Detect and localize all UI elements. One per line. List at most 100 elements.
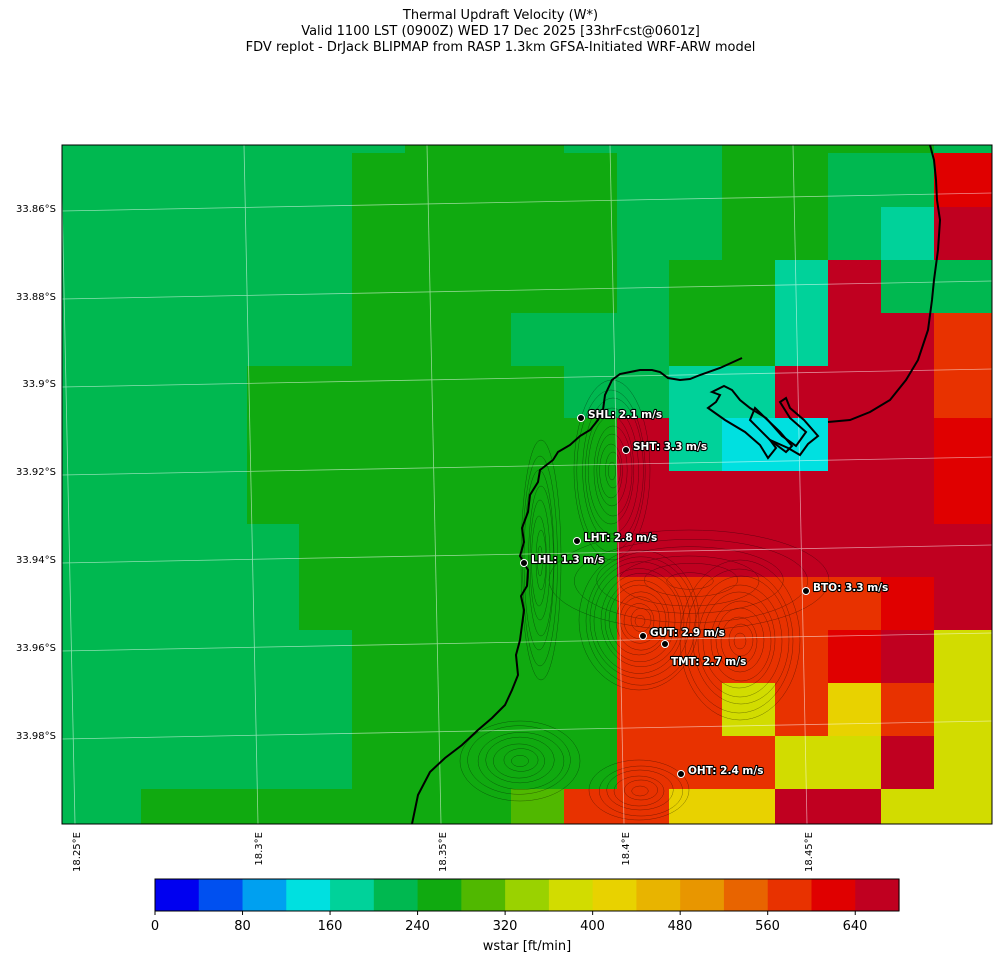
- station-marker-gut[interactable]: [639, 632, 647, 640]
- contour-line: [702, 591, 776, 689]
- wstar-cell: [564, 145, 618, 154]
- wstar-cell: [881, 789, 935, 824]
- wstar-cell: [617, 736, 670, 790]
- contour-line: [531, 515, 547, 607]
- wstar-cell: [405, 524, 459, 578]
- contour-line: [606, 769, 674, 811]
- wstar-cell: [88, 145, 142, 154]
- colorbar-label: wstar [ft/min]: [483, 939, 571, 954]
- station-label-shl: SHL: 2.1 m/s: [588, 409, 662, 421]
- contour-line: [520, 439, 562, 681]
- wstar-cell: [722, 207, 776, 261]
- wstar-cell: [247, 207, 300, 261]
- lat-label: 33.9°S: [22, 379, 56, 390]
- wstar-cell: [511, 313, 565, 367]
- colorbar-tick-label: 400: [580, 919, 605, 934]
- wstar-cell: [934, 577, 992, 631]
- wstar-cell: [511, 789, 565, 824]
- station-markers: SHL: 2.1 m/s SHT: 3.3 m/s LHT: 2.8 m/s L…: [520, 408, 889, 778]
- wstar-cell: [194, 630, 248, 684]
- wstar-cell: [141, 471, 195, 525]
- colorbar-tick-label: 80: [234, 919, 251, 934]
- wstar-cell: [564, 736, 618, 790]
- wstar-cell: [775, 153, 829, 208]
- lat-gridline: [62, 192, 992, 212]
- contour-line: [485, 736, 555, 784]
- wstar-cell: [934, 683, 992, 737]
- wstar-cell: [775, 260, 829, 314]
- lon-label: 18.35°E: [438, 832, 449, 872]
- wstar-cell: [299, 683, 353, 737]
- wstar-cell: [511, 577, 565, 631]
- wstar-cell: [88, 630, 142, 684]
- wstar-cell: [828, 630, 882, 684]
- wstar-cell: [775, 366, 829, 419]
- lat-gridline: [62, 544, 992, 564]
- wstar-cell: [564, 524, 618, 578]
- station-marker-sht[interactable]: [622, 446, 630, 454]
- wstar-cell: [828, 471, 882, 525]
- contour-line: [548, 529, 830, 631]
- wstar-cell: [141, 207, 195, 261]
- wstar-cell: [88, 524, 142, 578]
- colorbar-segment: [548, 879, 594, 911]
- wstar-cell: [881, 524, 935, 578]
- wstar-cell: [247, 736, 300, 790]
- map-plot-area: [62, 145, 992, 824]
- contour-line: [535, 529, 547, 591]
- wstar-cell: [934, 313, 992, 367]
- wstar-cell: [352, 630, 406, 684]
- station-marker-lhl[interactable]: [520, 559, 528, 567]
- lon-label: 18.4°E: [621, 832, 632, 866]
- wstar-cell: [62, 418, 89, 472]
- wstar-cell: [458, 260, 512, 314]
- wstar-cell: [299, 145, 353, 154]
- wstar-cell: [62, 153, 89, 208]
- contour-line: [600, 573, 682, 667]
- wstar-cell: [141, 630, 195, 684]
- station-marker-oht[interactable]: [677, 770, 685, 778]
- wstar-cell: [299, 313, 353, 367]
- wstar-cell: [88, 207, 142, 261]
- wstar-cell: [722, 260, 776, 314]
- contour-line: [623, 603, 655, 639]
- station-marker-tmt[interactable]: [661, 640, 669, 648]
- wstar-cell: [934, 736, 992, 790]
- lon-gridline: [792, 145, 808, 824]
- contour-line: [684, 568, 794, 714]
- contour-line: [733, 632, 747, 650]
- contour-line: [574, 539, 808, 623]
- wstar-cell: [511, 683, 565, 737]
- wstar-cell: [141, 313, 195, 367]
- wstar-cell: [669, 789, 723, 824]
- wstar-cell: [88, 683, 142, 737]
- colorbar-segment: [505, 879, 550, 911]
- wstar-cell: [617, 471, 670, 525]
- wstar-cell: [352, 471, 406, 525]
- wstar-cell: [669, 577, 723, 631]
- wstar-cell: [722, 366, 776, 419]
- contour-line: [631, 785, 649, 797]
- wstar-cell: [617, 153, 670, 208]
- wstar-cell: [511, 153, 565, 208]
- colorbar-tick-label: 320: [493, 919, 518, 934]
- wstar-cell: [881, 418, 935, 472]
- station-marker-lht[interactable]: [573, 537, 581, 545]
- lat-gridline: [62, 456, 992, 476]
- wstar-cell: [194, 736, 248, 790]
- wstar-cell: [141, 418, 195, 472]
- contour-line: [615, 591, 667, 651]
- lon-label: 18.45°E: [804, 832, 815, 872]
- station-marker-bto[interactable]: [802, 587, 810, 595]
- station-marker-shl[interactable]: [577, 414, 585, 422]
- wstar-cell: [88, 313, 142, 367]
- contour-line: [728, 623, 754, 657]
- wstar-cell: [458, 366, 512, 419]
- contour-line: [634, 614, 646, 628]
- wstar-grid: [62, 145, 992, 824]
- coastline: [411, 145, 942, 824]
- wstar-cell: [881, 683, 935, 737]
- wstar-cell: [934, 418, 992, 472]
- wstar-cell: [194, 366, 248, 419]
- wstar-cell: [511, 207, 565, 261]
